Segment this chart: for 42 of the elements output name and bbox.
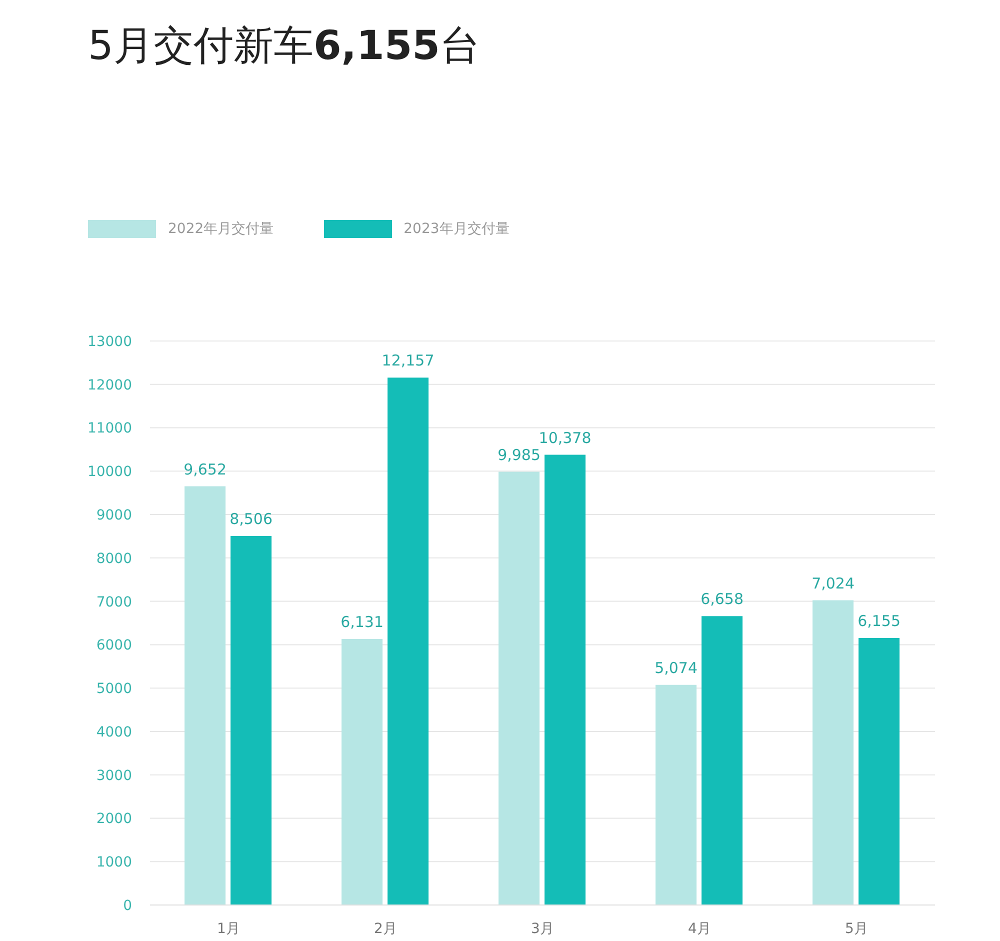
y-tick-label: 8000 xyxy=(96,550,132,567)
y-tick-label: 4000 xyxy=(96,724,132,740)
bar xyxy=(858,638,900,905)
y-tick-label: 2000 xyxy=(96,811,132,828)
y-tick-label: 11000 xyxy=(87,420,132,437)
x-tick-label: 5月 xyxy=(845,920,868,937)
y-tick-label: 12000 xyxy=(87,377,132,394)
chart-title: 5月交付新车6,155台 xyxy=(88,23,480,69)
y-tick-label: 9000 xyxy=(96,508,132,524)
y-tick-label: 6000 xyxy=(96,638,132,654)
data-label: 12,157 xyxy=(382,352,434,370)
x-tick-label: 1月 xyxy=(217,920,240,937)
x-tick-label: 4月 xyxy=(688,920,711,937)
y-tick-label: 5000 xyxy=(96,681,132,698)
y-tick-label: 3000 xyxy=(96,768,132,784)
data-label: 6,155 xyxy=(858,612,901,630)
y-tick-label: 0 xyxy=(123,898,132,914)
data-label: 8,506 xyxy=(230,510,273,528)
legend-label: 2023年月交付量 xyxy=(404,220,510,238)
bar xyxy=(702,616,743,905)
y-tick-label: 13000 xyxy=(87,334,132,350)
x-tick-label: 3月 xyxy=(531,920,554,937)
x-tick-label: 2月 xyxy=(374,920,397,937)
bar xyxy=(342,639,383,905)
bar xyxy=(184,486,226,905)
data-label: 7,024 xyxy=(812,574,855,592)
data-label: 6,131 xyxy=(340,613,384,632)
bar xyxy=(230,536,272,905)
bar xyxy=(388,378,429,905)
data-label: 9,652 xyxy=(184,460,227,478)
bar xyxy=(812,600,854,905)
data-label: 5,074 xyxy=(654,658,698,677)
data-label: 9,985 xyxy=(498,446,541,464)
bar xyxy=(544,454,586,905)
y-tick-label: 10000 xyxy=(87,464,132,480)
bar xyxy=(498,472,540,905)
data-label: 10,378 xyxy=(538,428,592,447)
data-label: 6,658 xyxy=(700,590,744,608)
legend-label: 2022年月交付量 xyxy=(168,220,274,238)
bar xyxy=(656,684,697,905)
y-tick-label: 7000 xyxy=(96,594,132,610)
y-tick-label: 1000 xyxy=(96,854,132,871)
